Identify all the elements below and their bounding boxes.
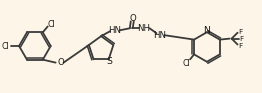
Text: HN: HN [108,26,122,35]
Text: N: N [204,26,210,35]
Text: O: O [57,58,64,67]
Text: F: F [238,43,243,49]
Text: S: S [107,57,113,66]
Text: Cl: Cl [1,41,9,50]
Text: Cl: Cl [48,20,56,29]
Text: F: F [238,29,243,35]
Text: HN: HN [153,31,166,40]
Text: O: O [129,14,136,23]
Text: NH: NH [137,24,150,33]
Text: Cl: Cl [182,59,190,68]
Text: F: F [239,36,244,42]
